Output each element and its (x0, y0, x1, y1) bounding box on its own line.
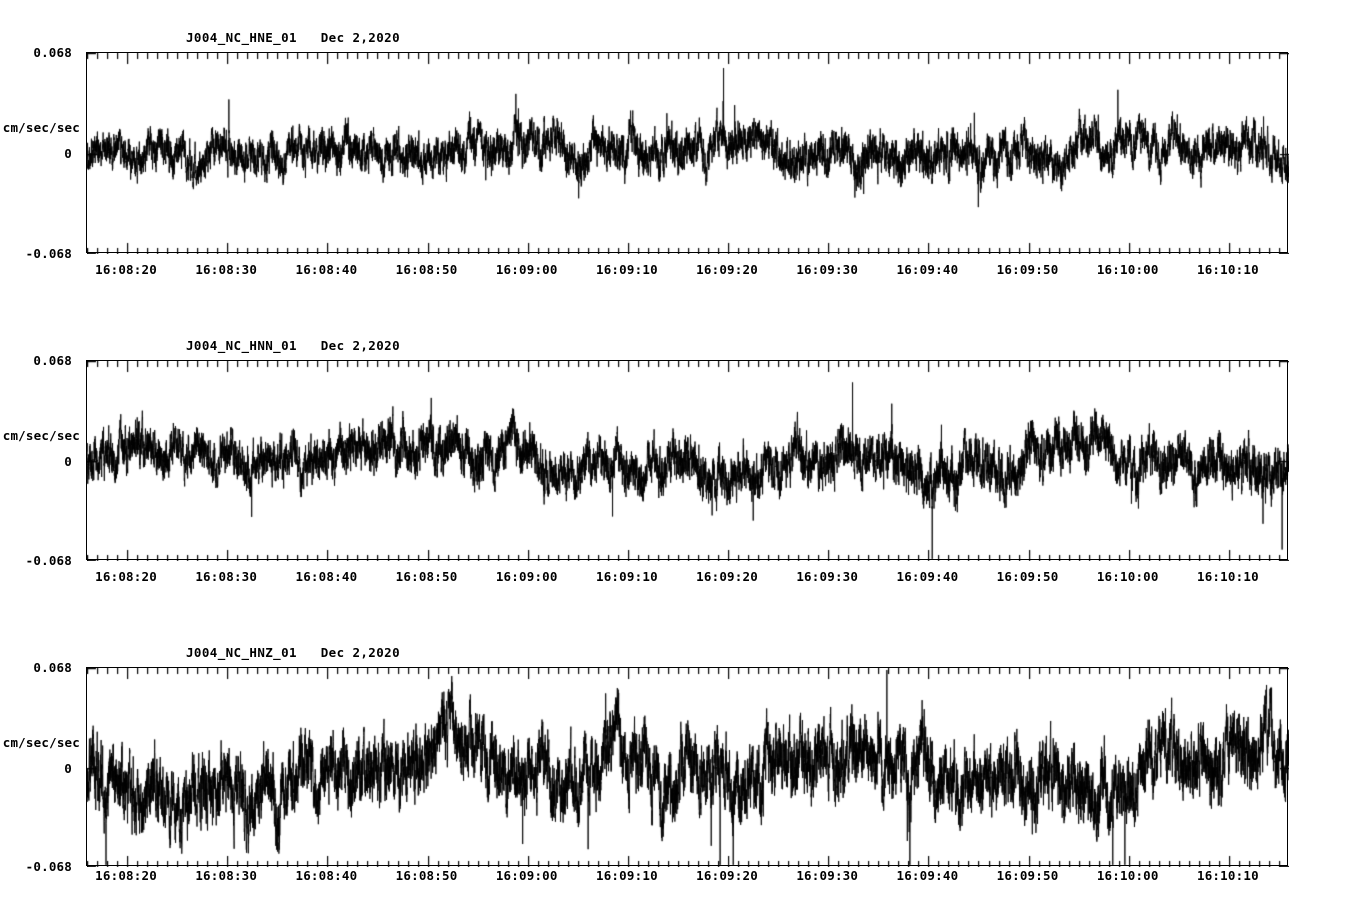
x-axis-tick-label: 16:09:00 (495, 868, 558, 883)
x-axis-tick-label: 16:08:50 (395, 569, 458, 584)
y-axis-unit-label-hnz: cm/sec/sec (2, 735, 80, 750)
x-axis-tick-label: 16:09:20 (696, 569, 758, 584)
y-axis-max-label-hnn: 0.068 (33, 353, 72, 368)
x-axis-tick-label: 16:10:10 (1196, 569, 1259, 584)
x-axis-tick-label: 16:09:50 (996, 262, 1059, 277)
y-axis-max-label-hne: 0.068 (33, 45, 72, 60)
seismogram-panel-hne: J004_NC_HNE_01 Dec 2,2020 0.068 cm/sec/s… (0, 0, 1358, 308)
x-axis-tick-label: 16:10:00 (1096, 262, 1159, 277)
x-axis-tick-label: 16:10:10 (1196, 262, 1259, 277)
x-axis-tick-label: 16:09:40 (896, 569, 959, 584)
x-axis-labels-hne: 16:08:20 16:08:30 16:08:40 16:08:50 16:09:00… (0, 262, 1358, 282)
x-axis-tick-label: 16:09:40 (896, 868, 959, 883)
x-axis-tick-label: 16:09:10 (595, 569, 658, 584)
panel-title-hnz: J004_NC_HNZ_01 Dec 2,2020 (186, 645, 400, 660)
x-axis-tick-label: 16:09:20 (696, 868, 758, 883)
waveform-canvas-hnz (87, 668, 1289, 867)
y-axis-max-label-hnz: 0.068 (33, 660, 72, 675)
seismogram-panel-hnn: J004_NC_HNN_01 Dec 2,2020 0.068 cm/sec/s… (0, 338, 1358, 589)
y-axis-zero-label-hne: 0 (64, 146, 72, 161)
plot-frame-hnz[interactable] (86, 667, 1289, 867)
x-axis-tick-label: 16:10:00 (1096, 868, 1159, 883)
x-axis-tick-label: 16:08:30 (195, 569, 258, 584)
x-axis-tick-label: 16:09:50 (996, 569, 1059, 584)
x-axis-tick-label: 16:08:20 (95, 262, 157, 277)
x-axis-tick-label: 16:09:00 (495, 569, 558, 584)
y-axis-min-label-hne: -0.068 (25, 246, 72, 261)
x-axis-tick-label: 16:09:10 (595, 262, 658, 277)
waveform-canvas-hnn (87, 361, 1289, 561)
x-axis-tick-label: 16:10:10 (1196, 868, 1259, 883)
panel-title-hnn: J004_NC_HNN_01 Dec 2,2020 (186, 338, 400, 353)
x-axis-tick-label: 16:09:50 (996, 868, 1059, 883)
panel-title-hne: J004_NC_HNE_01 Dec 2,2020 (186, 30, 400, 45)
x-axis-tick-label: 16:08:40 (295, 868, 358, 883)
y-axis-zero-label-hnn: 0 (64, 454, 72, 469)
y-axis-min-label-hnz: -0.068 (25, 859, 72, 874)
x-axis-labels-hnn: 16:08:20 16:08:30 16:08:40 16:08:50 16:09:00… (0, 569, 1358, 589)
x-axis-tick-label: 16:08:50 (395, 262, 458, 277)
x-axis-tick-label: 16:09:30 (796, 569, 859, 584)
waveform-canvas-hne (87, 53, 1289, 254)
x-axis-tick-label: 16:08:30 (195, 262, 258, 277)
x-axis-tick-label: 16:10:00 (1096, 569, 1159, 584)
x-axis-labels-hnz: 16:08:20 16:08:30 16:08:40 16:08:50 16:09:00… (0, 868, 1358, 888)
x-axis-tick-label: 16:09:00 (495, 262, 558, 277)
y-axis-unit-label-hne: cm/sec/sec (2, 120, 80, 135)
x-axis-tick-label: 16:09:10 (595, 868, 658, 883)
x-axis-tick-label: 16:09:30 (796, 868, 859, 883)
x-axis-tick-label: 16:09:40 (896, 262, 959, 277)
y-axis-min-label-hnn: -0.068 (25, 553, 72, 568)
x-axis-tick-label: 16:08:50 (395, 868, 458, 883)
y-axis-unit-label-hnn: cm/sec/sec (2, 428, 80, 443)
x-axis-tick-label: 16:09:30 (796, 262, 859, 277)
x-axis-tick-label: 16:08:40 (295, 569, 358, 584)
x-axis-tick-label: 16:08:20 (95, 569, 157, 584)
x-axis-tick-label: 16:08:20 (95, 868, 157, 883)
plot-frame-hnn[interactable] (86, 360, 1289, 561)
plot-frame-hne[interactable] (86, 52, 1289, 254)
y-axis-zero-label-hnz: 0 (64, 761, 72, 776)
x-axis-tick-label: 16:08:30 (195, 868, 258, 883)
x-axis-tick-label: 16:08:40 (295, 262, 358, 277)
x-axis-tick-label: 16:09:20 (696, 262, 758, 277)
